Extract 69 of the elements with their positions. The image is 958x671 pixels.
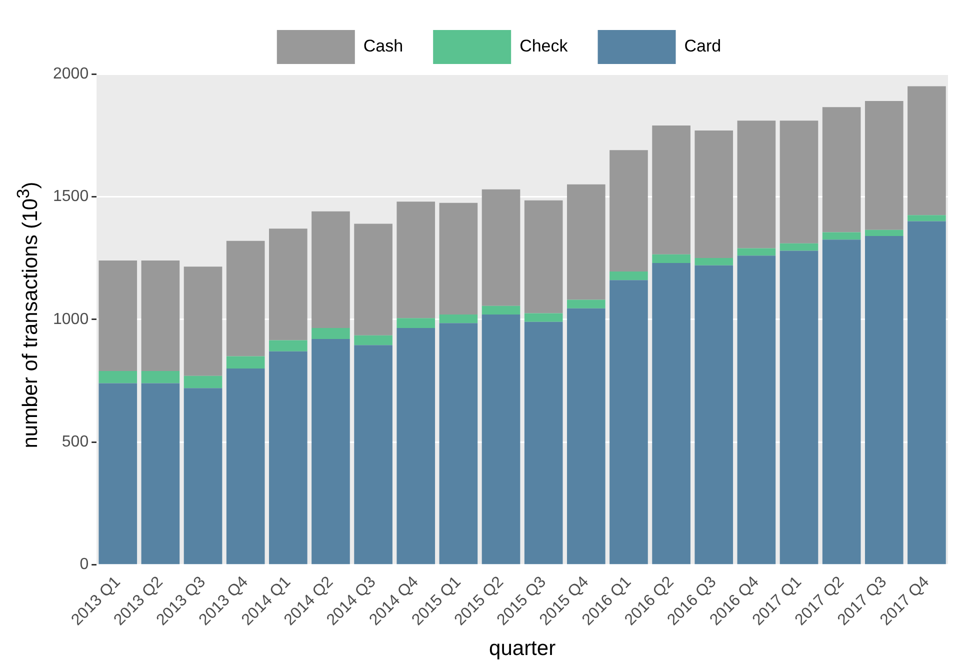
bar	[822, 232, 861, 240]
bar	[694, 258, 734, 266]
bar	[566, 184, 606, 300]
bar	[141, 370, 180, 384]
bar	[439, 323, 478, 564]
bar	[780, 120, 818, 244]
bar	[269, 351, 308, 564]
bar	[780, 243, 818, 251]
y-tick-label: 1500	[53, 188, 89, 206]
bar	[524, 200, 563, 314]
bar	[482, 314, 520, 564]
bar	[652, 254, 690, 263]
bar	[226, 240, 265, 356]
bar	[439, 202, 478, 314]
bar	[439, 314, 478, 324]
legend-label: Cash	[363, 36, 404, 56]
bar	[482, 189, 520, 306]
legend-label: Card	[684, 36, 722, 56]
bar	[610, 280, 648, 564]
bar	[269, 340, 308, 352]
bar	[396, 328, 436, 564]
bar	[354, 335, 392, 346]
bar	[864, 230, 904, 236]
bar	[98, 383, 138, 564]
bar	[822, 240, 861, 564]
bar	[524, 313, 563, 322]
bar	[141, 383, 180, 564]
bar	[822, 107, 861, 232]
bar	[908, 215, 946, 222]
bar	[269, 228, 308, 340]
bar	[780, 250, 818, 564]
y-tick-label: 500	[62, 434, 89, 451]
bar	[694, 130, 734, 258]
y-tick-label: 1000	[53, 310, 89, 328]
bar	[737, 248, 776, 256]
bar	[737, 120, 776, 248]
x-axis-title: quarter	[489, 637, 556, 660]
bar	[354, 345, 392, 564]
bar	[566, 308, 606, 564]
bar	[396, 202, 436, 318]
bar	[312, 211, 350, 328]
bar	[482, 306, 520, 314]
bar	[312, 328, 350, 340]
bar	[737, 256, 776, 564]
bar	[864, 236, 904, 564]
bar	[312, 339, 350, 564]
bar	[184, 388, 222, 564]
y-tick-label: 2000	[53, 65, 89, 82]
bar	[652, 126, 690, 254]
bar	[98, 370, 138, 384]
bar	[652, 262, 690, 564]
bar	[694, 265, 734, 564]
bar	[610, 150, 648, 272]
bar	[396, 318, 436, 328]
bar	[610, 272, 648, 280]
bar	[908, 221, 946, 564]
bar	[864, 100, 904, 230]
bar	[141, 260, 180, 371]
bar	[908, 86, 946, 216]
bar	[98, 260, 138, 371]
bar	[184, 266, 222, 376]
y-tick-label: 0	[80, 556, 89, 574]
bar	[566, 300, 606, 308]
bar	[226, 356, 265, 368]
bar	[354, 224, 392, 336]
bar	[524, 322, 563, 564]
legend-label: Check	[520, 36, 568, 56]
bar	[184, 376, 222, 388]
bar	[226, 368, 265, 564]
